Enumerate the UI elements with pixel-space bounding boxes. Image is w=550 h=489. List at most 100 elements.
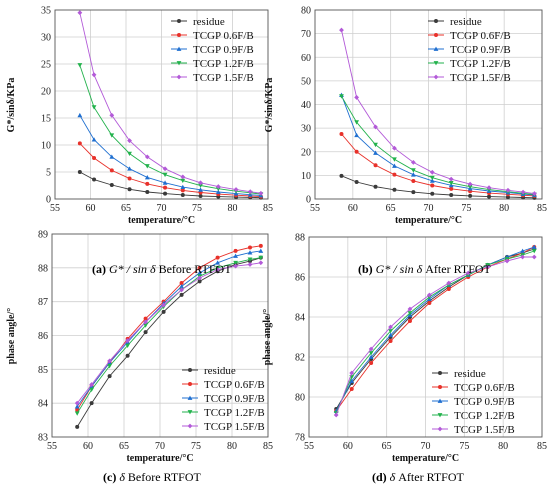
- data-point: [354, 149, 359, 154]
- data-point: [430, 183, 435, 188]
- data-point: [373, 150, 378, 155]
- data-point: [233, 253, 238, 258]
- data-point: [92, 177, 97, 182]
- data-point: [89, 401, 94, 406]
- data-point: [388, 324, 393, 330]
- data-point: [258, 255, 264, 261]
- data-point: [520, 189, 526, 195]
- x-tick-label: 60: [83, 441, 93, 452]
- y-tick-label: 87: [38, 297, 48, 308]
- x-tick-label: 85: [263, 203, 273, 214]
- data-point: [354, 120, 360, 125]
- caption-b-letter: (b): [358, 262, 373, 276]
- data-point: [180, 174, 186, 180]
- data-point: [74, 411, 80, 416]
- x-tick-label: 85: [537, 203, 547, 214]
- y-tick-label: 78: [295, 433, 305, 444]
- data-point: [198, 183, 203, 188]
- legend: residue TCGP 0.6F/B TCGP 0.9F/B TCGP 1.2F/B…: [171, 16, 254, 84]
- caption-b-text: After RTFOT: [425, 262, 491, 276]
- legend: residue TCGP 0.6F/B TCGP 0.9F/B TCGP 1.2F/B…: [432, 368, 515, 436]
- chart-c: 55 60 65 70 75 80 85 83 84 85 86 87 88 89 temperature/…: [6, 230, 273, 465]
- series-line: [76, 262, 261, 404]
- legend-marker: [177, 33, 181, 37]
- y-tick-label: 30: [41, 33, 51, 44]
- series-2: [339, 92, 537, 197]
- y-tick-label: 60: [301, 53, 311, 64]
- data-point: [504, 258, 510, 264]
- series-line: [76, 257, 261, 428]
- data-point: [339, 132, 344, 137]
- x-tick-label: 55: [310, 203, 320, 214]
- data-point: [143, 316, 148, 321]
- data-point: [339, 94, 344, 99]
- data-point: [426, 292, 432, 298]
- data-point: [349, 370, 355, 376]
- y-tick-label: 50: [301, 76, 311, 87]
- series-line: [335, 246, 535, 412]
- caption-a-symbol: G* / sin δ: [109, 262, 156, 276]
- y-tick-label: 40: [301, 100, 311, 111]
- data-point: [198, 180, 203, 186]
- x-tick-label: 70: [424, 203, 434, 214]
- legend-marker: [177, 19, 181, 23]
- data-point: [247, 250, 253, 255]
- data-point: [429, 169, 435, 175]
- data-point: [368, 354, 374, 359]
- data-point: [449, 192, 454, 197]
- data-point: [354, 95, 360, 100]
- data-point: [77, 170, 82, 174]
- legend-label: TCGP 0.9F/B: [204, 393, 265, 405]
- legend-marker: [437, 426, 443, 432]
- y-axis-label: G*/sinδ/KPa: [6, 78, 17, 133]
- x-tick-label: 65: [121, 203, 131, 214]
- data-point: [429, 175, 435, 181]
- x-tick-label: 60: [343, 441, 353, 452]
- data-point: [92, 155, 97, 160]
- legend-marker: [188, 368, 192, 372]
- legend-label: TCGP 1.2F/B: [193, 58, 254, 70]
- data-point: [197, 265, 202, 270]
- data-point: [258, 260, 264, 266]
- series-line: [341, 175, 535, 199]
- caption-d-text: After RTFOT: [398, 470, 464, 484]
- data-point: [233, 263, 238, 269]
- data-point: [179, 287, 184, 293]
- plot-frame: [51, 233, 269, 438]
- legend-label: TCGP 1.5F/B: [204, 421, 265, 433]
- series-1: [339, 132, 537, 198]
- legend: residue TCGP 0.6F/B TCGP 0.9F/B TCGP 1.2F/B…: [182, 365, 265, 433]
- x-tick-label: 70: [155, 441, 165, 452]
- data-point: [388, 339, 393, 343]
- series-4: [74, 260, 264, 406]
- x-tick-label: 75: [461, 203, 471, 214]
- data-point: [448, 181, 454, 186]
- data-point: [339, 27, 344, 33]
- data-point: [520, 254, 525, 260]
- series-line: [341, 30, 535, 195]
- x-axis-label: temperature/°C: [395, 215, 462, 226]
- y-tick-label: 86: [295, 273, 305, 284]
- y-tick-label: 84: [295, 313, 305, 324]
- data-point: [107, 374, 112, 379]
- data-point: [107, 364, 112, 369]
- data-point: [446, 287, 451, 291]
- data-point: [125, 338, 130, 343]
- data-point: [197, 275, 202, 281]
- legend-label: TCGP 0.6F/B: [450, 30, 511, 42]
- data-point: [215, 267, 220, 272]
- series-line: [341, 94, 535, 196]
- legend-marker: [437, 413, 443, 418]
- x-tick-label: 85: [263, 441, 273, 452]
- legend-label: TCGP 1.2F/B: [204, 407, 265, 419]
- data-point: [467, 184, 473, 190]
- data-point: [392, 163, 397, 168]
- x-tick-label: 75: [459, 441, 469, 452]
- data-point: [333, 412, 339, 418]
- chart-d: 55 60 65 70 75 80 85 78 80 82 84 86 88 temperature/°C…: [262, 233, 547, 465]
- y-tick-label: 0: [46, 195, 51, 206]
- data-point: [144, 164, 150, 169]
- legend-marker: [187, 423, 193, 429]
- x-axis-label: temperature/°C: [392, 453, 459, 464]
